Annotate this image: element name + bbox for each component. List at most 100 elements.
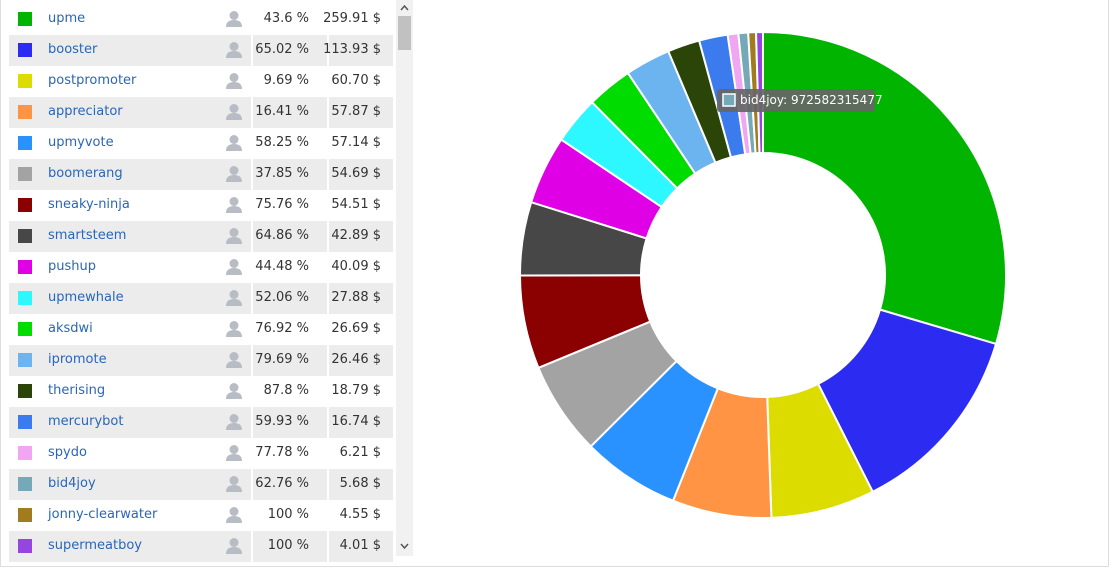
account-link[interactable]: aksdwi: [48, 321, 93, 336]
cell-separator: [251, 314, 253, 345]
cell-separator: [251, 66, 253, 97]
cell-separator: [327, 438, 329, 469]
amount: 113.93 $: [323, 42, 381, 57]
amount: 26.69 $: [331, 321, 381, 336]
cell-separator: [251, 221, 253, 252]
color-swatch: [18, 74, 32, 88]
percent: 100 %: [267, 507, 309, 522]
percent: 65.02 %: [255, 42, 309, 57]
tooltip-text: bid4joy: 972582315477: [740, 93, 883, 107]
color-swatch: [18, 384, 32, 398]
user-icon: [225, 227, 243, 249]
account-link[interactable]: bid4joy: [48, 476, 96, 491]
tooltip-box: [717, 89, 875, 112]
cell-separator: [327, 190, 329, 221]
scroll-thumb[interactable]: [398, 16, 411, 50]
cell-separator: [251, 252, 253, 283]
color-swatch: [18, 539, 32, 553]
cell-separator: [327, 35, 329, 66]
percent: 62.76 %: [255, 476, 309, 491]
account-link[interactable]: jonny-clearwater: [48, 507, 158, 522]
user-icon: [225, 134, 243, 156]
cell-separator: [251, 469, 253, 500]
percent: 76.92 %: [255, 321, 309, 336]
cell-separator: [327, 500, 329, 531]
user-icon: [225, 506, 243, 528]
account-link[interactable]: spydo: [48, 445, 87, 460]
donut-slice: [816, 308, 998, 494]
account-link[interactable]: therising: [48, 383, 106, 398]
color-swatch: [18, 12, 32, 26]
cell-separator: [251, 128, 253, 159]
table-row: pushup 44.48 % 40.09 $: [9, 252, 393, 283]
account-link[interactable]: booster: [48, 42, 98, 57]
account-link[interactable]: upmyvote: [48, 135, 114, 150]
account-link[interactable]: postpromoter: [48, 73, 137, 88]
account-link[interactable]: upmewhale: [48, 290, 124, 305]
amount: 60.70 $: [331, 73, 381, 88]
color-swatch: [18, 477, 32, 491]
account-link[interactable]: sneaky-ninja: [48, 197, 130, 212]
user-icon: [225, 382, 243, 404]
table-row: postpromoter 9.69 % 60.70 $: [9, 66, 393, 97]
account-link[interactable]: appreciator: [48, 104, 123, 119]
table-row: sneaky-ninja 75.76 % 54.51 $: [9, 190, 393, 221]
amount: 259.91 $: [323, 11, 381, 26]
amount: 27.88 $: [331, 290, 381, 305]
table-row: bid4joy 62.76 % 5.68 $: [9, 469, 393, 500]
account-link[interactable]: ipromote: [48, 352, 107, 367]
table-row: upme 43.6 % 259.91 $: [9, 4, 393, 35]
user-icon: [225, 475, 243, 497]
cell-separator: [251, 438, 253, 469]
amount: 40.09 $: [331, 259, 381, 274]
color-swatch: [18, 136, 32, 150]
color-swatch: [18, 322, 32, 336]
cell-separator: [327, 252, 329, 283]
account-link[interactable]: pushup: [48, 259, 96, 274]
amount: 54.69 $: [331, 166, 381, 181]
scrollbar[interactable]: [396, 0, 413, 556]
amount: 5.68 $: [339, 476, 381, 491]
color-swatch: [18, 353, 32, 367]
user-icon: [225, 258, 243, 280]
table-row: booster 65.02 % 113.93 $: [9, 35, 393, 66]
cell-separator: [251, 35, 253, 66]
table-row: upmewhale 52.06 % 27.88 $: [9, 283, 393, 314]
cell-separator: [327, 345, 329, 376]
percent: 87.8 %: [263, 383, 309, 398]
account-link[interactable]: mercurybot: [48, 414, 124, 429]
percent: 59.93 %: [255, 414, 309, 429]
color-swatch: [18, 415, 32, 429]
percent: 58.25 %: [255, 135, 309, 150]
color-swatch: [18, 198, 32, 212]
cell-separator: [251, 345, 253, 376]
user-icon: [225, 72, 243, 94]
percent: 75.76 %: [255, 197, 309, 212]
cell-separator: [327, 221, 329, 252]
amount: 42.89 $: [331, 228, 381, 243]
percent: 9.69 %: [263, 73, 309, 88]
account-link[interactable]: upme: [48, 11, 86, 26]
user-icon: [225, 320, 243, 342]
cell-separator: [327, 66, 329, 97]
color-swatch: [18, 446, 32, 460]
table-row: boomerang 37.85 % 54.69 $: [9, 159, 393, 190]
account-link[interactable]: supermeatboy: [48, 538, 143, 553]
cell-separator: [327, 128, 329, 159]
color-swatch: [18, 43, 32, 57]
table-row: jonny-clearwater 100 % 4.55 $: [9, 500, 393, 531]
percent: 77.78 %: [255, 445, 309, 460]
cell-separator: [251, 283, 253, 314]
percent: 16.41 %: [255, 104, 309, 119]
cell-separator: [327, 376, 329, 407]
user-icon: [225, 537, 243, 559]
amount: 57.87 $: [331, 104, 381, 119]
ranking-table: upme 43.6 % 259.91 $ booster 65.02 % 113.93 $…: [9, 4, 393, 562]
table-row: smartsteem 64.86 % 42.89 $: [9, 221, 393, 252]
account-link[interactable]: boomerang: [48, 166, 123, 181]
cell-separator: [251, 376, 253, 407]
account-link[interactable]: smartsteem: [48, 228, 127, 243]
donut-chart: bid4joy: 972582315477: [518, 30, 1007, 519]
cell-separator: [327, 531, 329, 562]
tooltip-swatch: [722, 93, 736, 107]
